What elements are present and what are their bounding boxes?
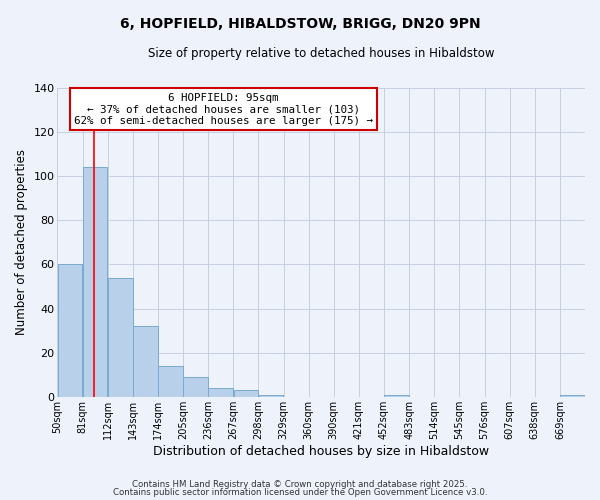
Text: 6 HOPFIELD: 95sqm
← 37% of detached houses are smaller (103)
62% of semi-detache: 6 HOPFIELD: 95sqm ← 37% of detached hous… [74,92,373,126]
Y-axis label: Number of detached properties: Number of detached properties [15,150,28,336]
Bar [560,394,585,397]
Bar [259,394,283,397]
Bar [58,264,82,397]
X-axis label: Distribution of detached houses by size in Hibaldstow: Distribution of detached houses by size … [153,444,489,458]
Bar [183,377,208,397]
Text: 6, HOPFIELD, HIBALDSTOW, BRIGG, DN20 9PN: 6, HOPFIELD, HIBALDSTOW, BRIGG, DN20 9PN [119,18,481,32]
Bar [384,394,409,397]
Text: Contains public sector information licensed under the Open Government Licence v3: Contains public sector information licen… [113,488,487,497]
Bar [208,388,233,397]
Title: Size of property relative to detached houses in Hibaldstow: Size of property relative to detached ho… [148,48,494,60]
Bar [158,366,183,397]
Bar [83,168,107,397]
Bar [233,390,258,397]
Bar [108,278,133,397]
Bar [133,326,158,397]
Text: Contains HM Land Registry data © Crown copyright and database right 2025.: Contains HM Land Registry data © Crown c… [132,480,468,489]
